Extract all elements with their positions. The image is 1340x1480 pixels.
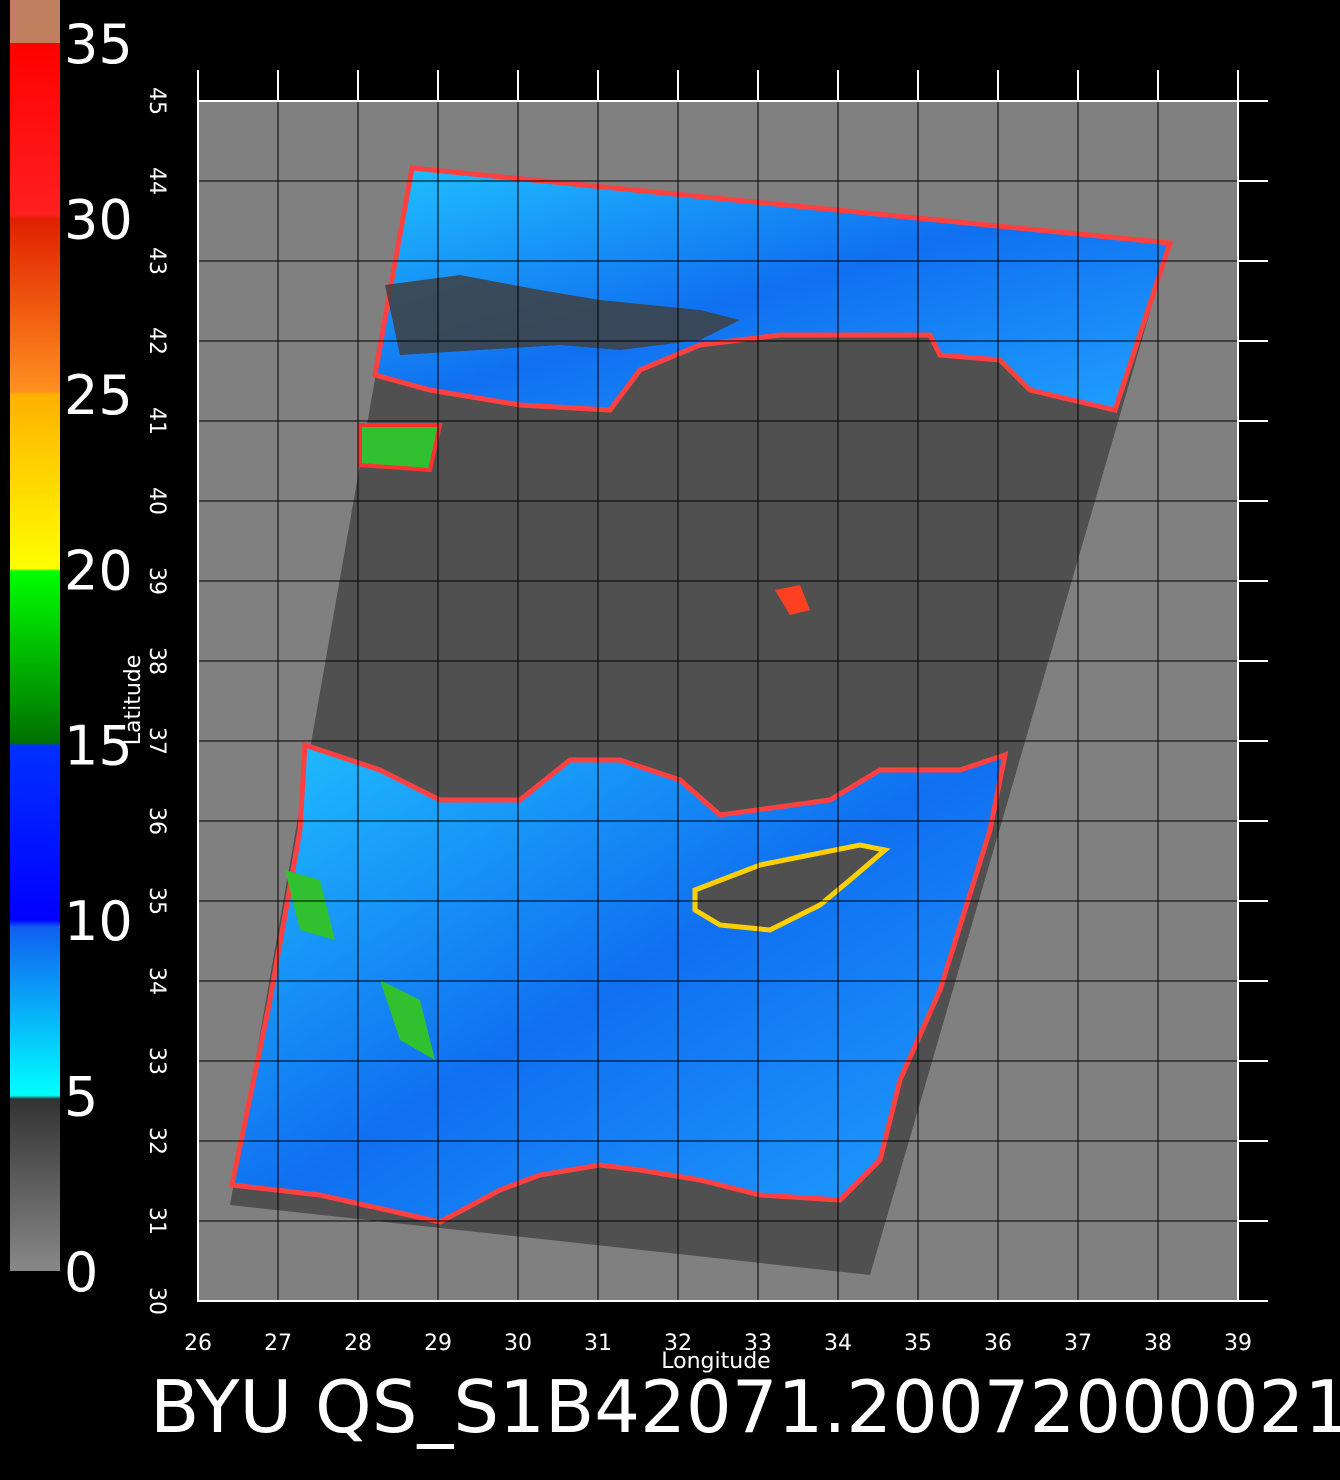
y-tick-label: 44	[144, 167, 169, 195]
y-tick-label: 36	[144, 807, 169, 835]
y-tick-label: 39	[144, 567, 169, 595]
y-tick-label: 37	[144, 727, 169, 755]
island	[285, 870, 335, 940]
x-tick-label: 34	[824, 1331, 852, 1356]
colorbar-label: 20	[64, 539, 133, 602]
colorbar-label: 30	[64, 188, 133, 251]
y-tick-label: 42	[144, 327, 169, 355]
low-wind-area	[385, 275, 740, 355]
x-tick-label: 29	[424, 1331, 452, 1356]
x-tick-label: 38	[1144, 1331, 1172, 1356]
y-tick-label: 35	[144, 887, 169, 915]
coast-patch	[358, 423, 443, 473]
x-tick-label: 33	[744, 1331, 772, 1356]
y-tick-label: 30	[144, 1287, 169, 1315]
y-tick-label: 40	[144, 487, 169, 515]
colorbar-label: 35	[64, 13, 133, 76]
y-tick-label: 41	[144, 407, 169, 435]
y-tick-label: 38	[144, 647, 169, 675]
imagery	[198, 101, 1238, 1301]
x-tick-label: 30	[504, 1331, 532, 1356]
y-tick-label: 34	[144, 967, 169, 995]
x-tick-label: 28	[344, 1331, 372, 1356]
x-axis-label: Longitude	[661, 1349, 770, 1374]
x-tick-label: 32	[664, 1331, 692, 1356]
x-tick-label: 31	[584, 1331, 612, 1356]
y-axis-label: Latitude	[121, 655, 146, 746]
x-tick-label: 37	[1064, 1331, 1092, 1356]
x-tick-label: 35	[904, 1331, 932, 1356]
y-tick-label: 43	[144, 247, 169, 275]
title: BYU QS_S1B42071.20072000021	[150, 1365, 1340, 1449]
colorbar-label: 0	[64, 1241, 98, 1304]
colorbar-overflow	[10, 0, 60, 43]
rain-cell	[775, 585, 810, 615]
y-tick-label: 33	[144, 1047, 169, 1075]
colorbar-label: 15	[64, 715, 133, 778]
x-tick-label: 26	[184, 1331, 212, 1356]
axes: 26 27 28 29 30 31 32 33 34 35 36 37 38 39 30 31 32 33 34 35…	[144, 70, 1268, 1356]
colorbar-label: 10	[64, 890, 133, 953]
y-tick-label: 31	[144, 1207, 169, 1235]
y-tick-label: 32	[144, 1127, 169, 1155]
x-tick-label: 36	[984, 1331, 1012, 1356]
colorbar-label: 25	[64, 364, 133, 427]
black-sea	[372, 165, 1174, 413]
plot-frame	[197, 100, 1239, 1302]
island	[380, 980, 435, 1060]
colorbar	[10, 43, 60, 1271]
colorbar-label: 5	[64, 1066, 98, 1129]
x-tick-label: 39	[1224, 1331, 1252, 1356]
y-tick-label: 45	[144, 87, 169, 115]
x-tick-label: 27	[264, 1331, 292, 1356]
